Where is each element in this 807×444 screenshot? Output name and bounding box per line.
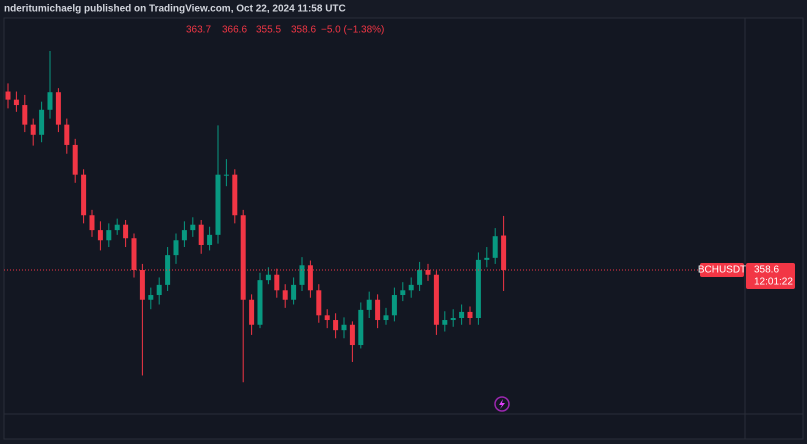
candle-body [123, 224, 129, 239]
candle-body [173, 240, 179, 256]
candle-body [341, 324, 347, 331]
candle-body [198, 224, 204, 245]
chart-pane [3, 17, 804, 440]
candle-body [282, 290, 288, 300]
candle-body [501, 235, 507, 271]
candle-body [375, 299, 381, 321]
replay-icon[interactable] [494, 396, 510, 412]
candle-body [417, 270, 423, 285]
candle-body [181, 230, 187, 241]
candle-body [64, 124, 70, 145]
candle-body [459, 311, 465, 319]
candle-body [30, 124, 36, 135]
candle-body [358, 309, 364, 346]
candle-body [492, 236, 498, 258]
candle-body [207, 234, 213, 245]
symbol-label-box [700, 263, 744, 278]
candle-body [81, 174, 87, 216]
candle-body [22, 105, 28, 125]
candle-body [307, 265, 313, 291]
candle-body [316, 290, 322, 316]
candle-body [223, 174, 229, 176]
candle-body [442, 320, 448, 325]
candle-body [106, 230, 112, 241]
attribution: nderitumichaelg published on TradingView… [4, 4, 346, 15]
candle-body [484, 257, 490, 260]
symbol-label: BCHUSDT [698, 265, 746, 276]
candle-body [265, 274, 271, 281]
candle-body [215, 174, 221, 235]
candle-body [148, 295, 154, 300]
candle-body [408, 284, 414, 291]
price-label-box [746, 263, 795, 290]
icon-circle [494, 396, 510, 412]
candle-body [131, 238, 137, 271]
legend-change: −5.0 (−1.38%) [321, 25, 384, 36]
candle-body [249, 299, 255, 325]
candle-body [383, 315, 389, 321]
candle-body [97, 230, 103, 241]
candle-body [333, 320, 339, 331]
legend-high: 366.6 [222, 25, 247, 36]
candle-body [114, 224, 120, 231]
icon-bolt [499, 399, 505, 409]
legend-low: 355.5 [256, 25, 281, 36]
candle-body [13, 99, 19, 106]
candle-body [366, 299, 372, 310]
candle-body [165, 255, 171, 285]
candle-body [5, 91, 11, 100]
legend-close: 358.6 [291, 25, 316, 36]
candle-body [156, 284, 162, 296]
candle-body [89, 215, 95, 231]
candle-body [324, 315, 330, 321]
candle-body [190, 224, 196, 231]
candle-body [291, 284, 297, 300]
price-label: 358.6 [754, 265, 779, 276]
candle-body [400, 290, 406, 296]
candle-body [139, 270, 145, 300]
candle-body [467, 311, 473, 319]
candle-body [433, 274, 439, 325]
candle-body [232, 174, 238, 216]
legend-open: 363.7 [186, 25, 211, 36]
countdown-label: 12:01:22 [754, 277, 793, 288]
candle-body [475, 259, 481, 319]
candle-body [47, 92, 53, 110]
candle-body [39, 109, 45, 135]
candle-body [391, 295, 397, 316]
candle-body [299, 265, 305, 285]
candle-body [240, 215, 246, 300]
candle-body [425, 270, 431, 275]
candle-body [72, 144, 78, 175]
candle-body [450, 318, 456, 321]
candle-body [274, 274, 280, 291]
candle-body [349, 324, 355, 346]
candle-body [257, 280, 263, 325]
ohlc-legend: 363.7 366.6 355.5 358.6 −5.0 (−1.38%) [186, 25, 384, 36]
candle-body [55, 92, 61, 125]
